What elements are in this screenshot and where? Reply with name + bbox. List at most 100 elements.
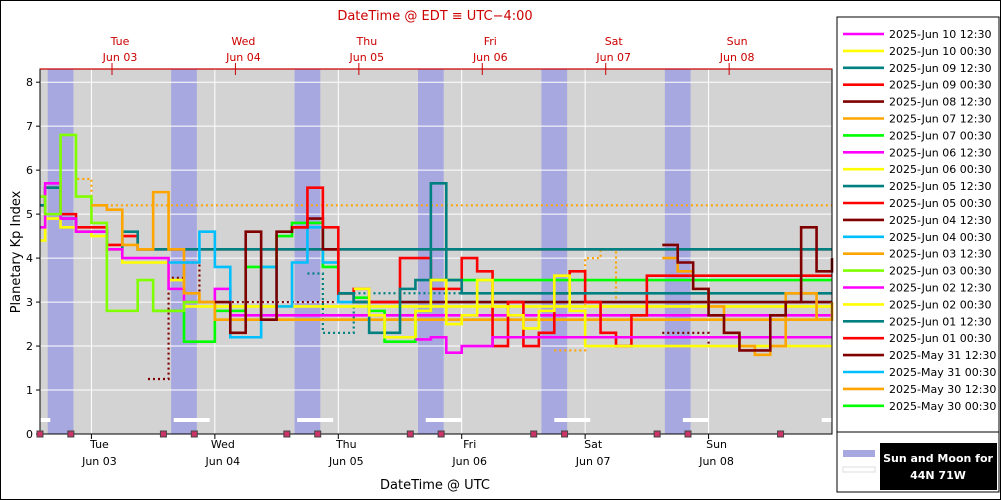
legend-entry: 2025-Jun 09 00:30 (889, 79, 991, 92)
sun-marker (314, 430, 322, 438)
top-x-tick-label-day: Thu (356, 35, 378, 48)
legend-entry: 2025-Jun 06 12:30 (889, 146, 991, 159)
top-x-tick-label-date: Jun 06 (472, 51, 508, 64)
moon-bar (682, 418, 709, 422)
series-line (353, 274, 832, 348)
sun-moon-label-line: Sun and Moon for (883, 452, 993, 465)
series-line (415, 335, 832, 354)
top-x-tick-label-date: Jun 03 (102, 51, 138, 64)
y-tick-label: 5 (26, 208, 33, 221)
legend-entry: 2025-May 31 00:30 (889, 366, 996, 379)
legend-entry: 2025-Jun 07 12:30 (889, 113, 991, 126)
x-tick-label-day: Fri (463, 438, 476, 451)
top-x-tick-label-date: Jun 05 (349, 51, 385, 64)
x-axis-label: DateTime @ UTC (380, 478, 490, 493)
legend-entry: 2025-Jun 06 00:30 (889, 163, 991, 176)
x-tick-label-day: Thu (335, 438, 357, 451)
sun-marker (561, 430, 569, 438)
legend-entry: 2025-Jun 09 12:30 (889, 62, 991, 75)
moon-legend-swatch (842, 466, 876, 473)
y-tick-label: 4 (26, 252, 33, 265)
y-tick-label: 7 (26, 120, 33, 133)
chart-title: DateTime @ EDT ≡ UTC−4:00 (337, 9, 532, 24)
legend-entry: 2025-Jun 02 00:30 (889, 298, 991, 311)
top-x-tick-label-date: Jun 08 (719, 51, 755, 64)
top-x-tick-label-date: Jun 07 (595, 51, 631, 64)
y-tick-label: 8 (26, 76, 33, 89)
legend-entry: 2025-Jun 10 12:30 (889, 28, 991, 41)
sun-marker (36, 430, 44, 438)
top-x-tick-label-day: Wed (231, 35, 255, 48)
y-tick-label: 1 (26, 384, 33, 397)
sun-marker (159, 430, 167, 438)
x-tick-label-day: Sat (584, 438, 603, 451)
x-tick-label-day: Sun (706, 438, 727, 451)
forecast-line (662, 331, 832, 348)
x-tick-label-date: Jun 05 (328, 455, 364, 468)
sun-band (541, 69, 568, 434)
sun-marker (67, 430, 75, 438)
series-line (338, 182, 832, 335)
moon-bar (173, 418, 210, 422)
top-x-tick-label-day: Fri (484, 35, 497, 48)
sun-moon-label: Sun and Moon for 44N 71W (883, 452, 993, 482)
legend-entry: 2025-May 30 00:30 (889, 400, 996, 413)
series-line (40, 133, 832, 321)
moon-bar (40, 418, 51, 422)
sun-band (47, 69, 74, 434)
series-line (153, 221, 832, 343)
sun-marker (190, 430, 198, 438)
legend-entry: 2025-Jun 01 00:30 (889, 332, 991, 345)
moon-bar (821, 418, 832, 422)
forecast-line (554, 248, 832, 352)
x-tick-label-date: Jun 08 (698, 455, 734, 468)
sun-marker (530, 430, 538, 438)
series-line (662, 226, 834, 352)
x-tick-label-date: Jun 07 (575, 455, 611, 468)
legend-entry: 2025-Jun 04 00:30 (889, 231, 991, 244)
legend-entry: 2025-Jun 08 12:30 (889, 96, 991, 109)
legend-box (836, 16, 1000, 433)
sun-marker (283, 430, 291, 438)
y-tick-label: 0 (26, 428, 33, 441)
top-x-tick-label-date: Jun 04 (225, 51, 261, 64)
legend-entry: 2025-May 30 12:30 (889, 383, 996, 396)
legend-entry: 2025-Jun 02 12:30 (889, 282, 991, 295)
sun-marker (684, 430, 692, 438)
top-x-tick-label-day: Sat (605, 35, 624, 48)
sun-legend-swatch (843, 450, 875, 457)
x-tick-label-day: Tue (89, 438, 109, 451)
legend-entry: 2025-Jun 10 00:30 (889, 45, 991, 58)
sun-moon-label-box (880, 443, 997, 490)
sun-marker (777, 430, 785, 438)
legend-entry: 2025-Jun 03 00:30 (889, 265, 991, 278)
series-line (292, 186, 832, 348)
x-tick-label-date: Jun 03 (81, 455, 117, 468)
y-axis-label: Planetary Kp Index (9, 190, 24, 313)
sun-marker (406, 430, 414, 438)
sun-marker (653, 430, 661, 438)
sun-moon-label-line: 44N 71W (910, 469, 966, 482)
x-tick-label-date: Jun 06 (451, 455, 487, 468)
series-line (91, 190, 832, 321)
top-x-tick-label-day: Tue (110, 35, 130, 48)
top-x-tick-label-day: Sun (727, 35, 748, 48)
y-tick-label: 2 (26, 340, 33, 353)
sun-marker (437, 430, 445, 438)
legend-entry: 2025-Jun 01 12:30 (889, 315, 991, 328)
moon-bar (297, 418, 334, 422)
legend-entry: 2025-Jun 07 00:30 (889, 129, 991, 142)
x-tick-label-day: Wed (211, 438, 235, 451)
legend-entry: 2025-Jun 05 00:30 (889, 197, 991, 210)
x-tick-label-date: Jun 04 (205, 455, 241, 468)
legend-entry: 2025-Jun 04 12:30 (889, 214, 991, 227)
plot-area: 0 1 2 3 4 5 6 7 8 Tue Jun 03 Wed Jun 04 Thu Jun 05 Fri J… (26, 35, 834, 468)
legend-entry: 2025-May 31 12:30 (889, 349, 996, 362)
y-tick-label: 6 (26, 164, 33, 177)
legend-entry: 2025-Jun 03 12:30 (889, 248, 991, 261)
y-tick-label: 3 (26, 296, 33, 309)
legend-entry: 2025-Jun 05 12:30 (889, 180, 991, 193)
legend: Sun and Moon for 44N 71W 2025-Jun 10 12:3… (836, 16, 1000, 493)
moon-bar (554, 418, 591, 422)
